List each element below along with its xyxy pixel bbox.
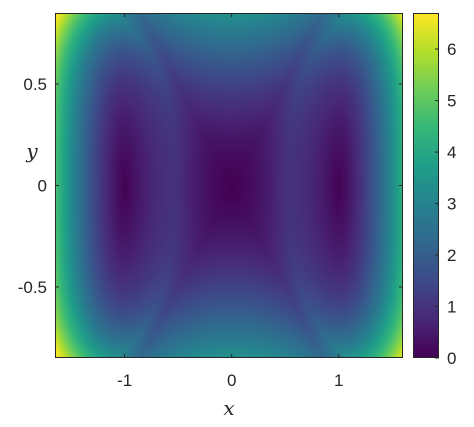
x-tick-label: 0 [227,371,236,390]
y-tick-label: 0 [38,177,47,196]
colorbar-tick-label: 1 [447,298,456,317]
y-tick-label: 0.5 [23,75,47,94]
colorbar-tick-label: 6 [447,40,456,59]
colorbar-tick-label: 4 [447,143,456,162]
colorbar-frame [413,13,439,358]
y-axis-ticks: -0.5 0 0.5 [18,75,403,297]
colorbar-tick-label: 0 [447,349,456,368]
x-tick-label: -1 [117,371,132,390]
x-tick-label: 1 [334,371,343,390]
y-tick-label: -0.5 [18,278,47,297]
colorbar-tick-label: 2 [447,246,456,265]
heatmap-image [55,13,403,358]
x-axis-ticks: -1 0 1 [117,13,343,390]
colorbar-ticks: 0 1 2 3 4 5 6 [435,40,456,368]
colorbar-gradient [413,13,439,358]
plot-frame [55,13,403,358]
x-axis-label: x [223,396,234,420]
y-axis-label: y [25,139,38,163]
colorbar-tick-label: 3 [447,195,456,214]
colorbar-tick-label: 5 [447,92,456,111]
